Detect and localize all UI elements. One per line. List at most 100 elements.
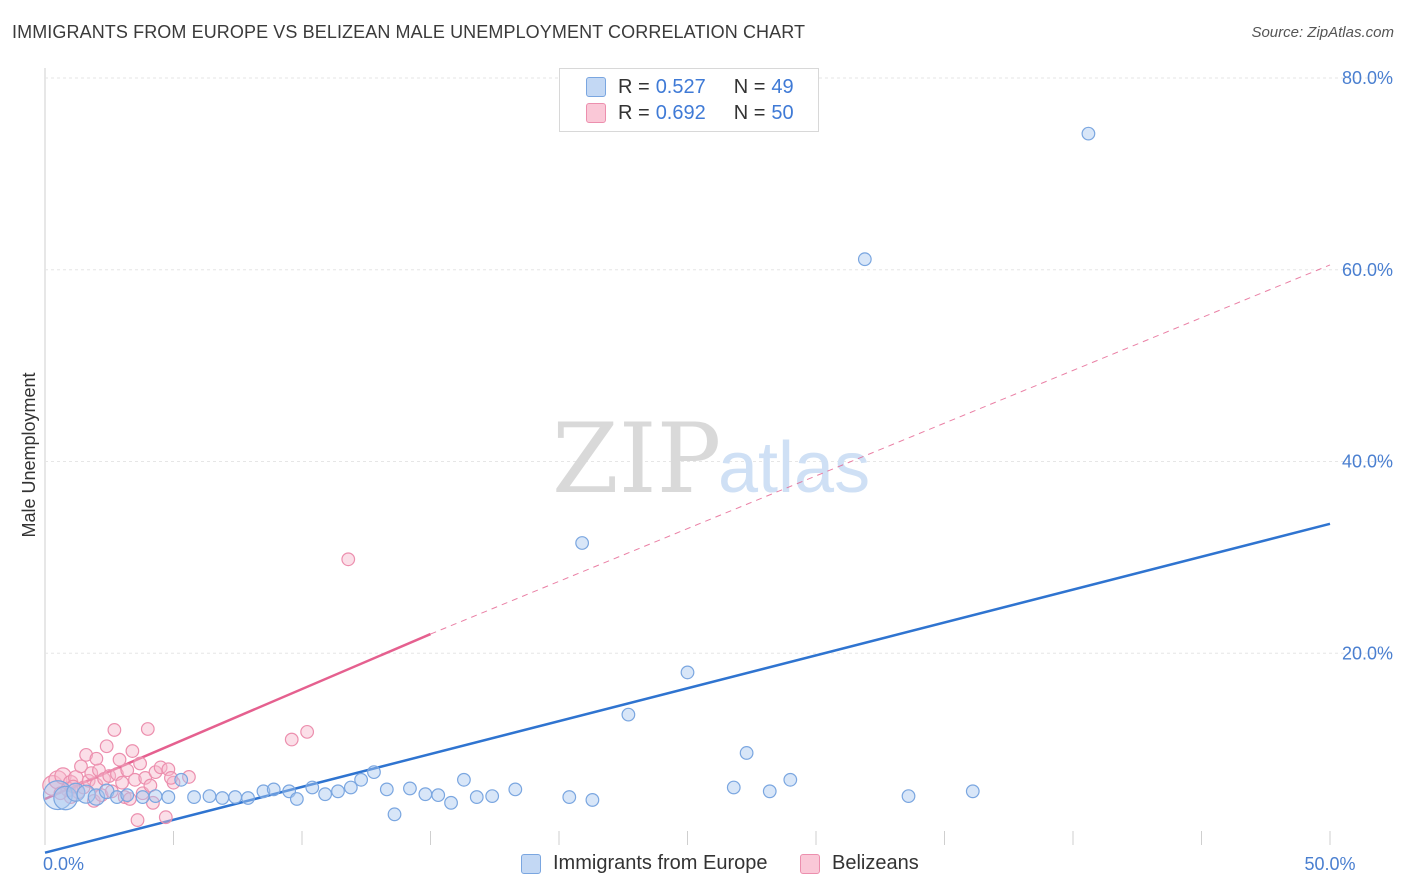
chart-title: IMMIGRANTS FROM EUROPE VS BELIZEAN MALE … [12, 22, 806, 42]
legend-belize: Belizeans [800, 852, 919, 875]
europe-point [110, 790, 124, 804]
legend-europe: Immigrants from Europe [521, 852, 768, 875]
europe-point [485, 789, 500, 804]
europe-point [444, 795, 458, 810]
europe-point [965, 784, 980, 799]
europe-point [562, 790, 577, 804]
europe-point [42, 780, 73, 811]
y-tick-label: 40.0% [1342, 452, 1393, 472]
europe-point [379, 782, 394, 797]
europe-swatch [586, 77, 606, 97]
europe-trend-line [44, 522, 1331, 854]
trend-lines [44, 264, 1331, 854]
europe-point [331, 784, 345, 799]
belize-point [161, 762, 176, 777]
belize-point [125, 744, 140, 758]
belize-point [79, 747, 94, 762]
europe-n-label: N = [733, 75, 766, 98]
belize-point [158, 810, 173, 825]
europe-point [575, 536, 590, 550]
europe-point [508, 782, 523, 797]
europe-point [901, 789, 916, 804]
belize-point [148, 765, 163, 780]
belize-point [84, 766, 99, 780]
watermark: ZIP atlas [552, 403, 870, 515]
europe-point [1081, 126, 1096, 141]
europe-point [241, 791, 255, 805]
europe-point [343, 780, 358, 795]
europe-point [305, 780, 320, 795]
legend-row-europe: R = 0.527 N = 49 [586, 74, 794, 100]
europe-point [762, 784, 777, 799]
europe-r-value: 0.527 [655, 75, 706, 98]
europe-point [202, 789, 217, 804]
europe-point [318, 787, 333, 802]
belize-point [164, 770, 178, 785]
watermark-zip: ZIP [552, 403, 721, 515]
europe-point [354, 772, 369, 787]
y-tick-label: 60.0% [1342, 260, 1393, 280]
belize-point [341, 552, 356, 567]
europe-point [726, 780, 741, 795]
belize-point [300, 724, 315, 739]
belize-point [138, 770, 153, 785]
legend-europe-swatch [521, 853, 541, 874]
europe-point [857, 252, 872, 267]
europe-point [120, 788, 135, 803]
legend-belize-label: Belizeans [832, 852, 919, 874]
europe-point [585, 793, 600, 807]
belize-point [74, 759, 88, 774]
belize-point [112, 752, 127, 767]
europe-point [418, 787, 433, 802]
europe-n-value: 49 [771, 75, 794, 98]
europe-point [161, 790, 176, 804]
source-label: Source: ZipAtlas.com [1251, 24, 1394, 41]
belize-n-label: N = [733, 101, 766, 124]
legend-europe-label: Immigrants from Europe [553, 852, 768, 874]
belize-point [140, 722, 155, 736]
europe-point [266, 782, 281, 797]
europe-point [215, 791, 230, 805]
europe-point [87, 788, 106, 806]
x-tick-label: 0.0% [43, 854, 84, 874]
europe-point [135, 790, 150, 804]
europe-point [367, 765, 381, 780]
belize-point [182, 770, 196, 784]
legend-row-belize: R = 0.692 N = 50 [586, 100, 794, 126]
watermark-atlas: atlas [718, 428, 870, 508]
belize-r-value: 0.692 [655, 101, 706, 124]
europe-point [174, 772, 189, 787]
y-axis-label: Male Unemployment [19, 372, 39, 537]
europe-point [76, 784, 96, 804]
belize-point [120, 763, 135, 778]
belize-trend-extension [430, 264, 1331, 635]
axis-ticks: 20.0% 40.0% 60.0% 80.0% 0.0% 50.0% [43, 68, 1393, 874]
belize-point [89, 751, 104, 766]
europe-point [228, 790, 243, 804]
europe-point [187, 790, 201, 804]
europe-point [403, 781, 417, 796]
belize-point [133, 756, 147, 771]
belize-point [99, 739, 114, 754]
belize-trend-line [44, 632, 431, 801]
europe-point [53, 785, 78, 811]
europe-point [387, 807, 402, 822]
belize-swatch [586, 103, 606, 123]
europe-point [256, 784, 271, 799]
legend-belize-swatch [800, 853, 820, 874]
x-tick-label: 50.0% [1304, 854, 1355, 874]
europe-r-label: R = [618, 75, 650, 98]
correlation-legend: R = 0.527 N = 49 R = 0.692 N = 50 [559, 68, 819, 132]
data-points [42, 126, 1096, 827]
belize-point [130, 813, 145, 827]
belize-point [128, 772, 142, 787]
y-tick-label: 80.0% [1342, 68, 1393, 88]
europe-point [783, 772, 798, 787]
europe-point [289, 792, 304, 806]
europe-point [621, 707, 636, 722]
y-tick-label: 20.0% [1342, 643, 1393, 663]
belize-n-value: 50 [771, 101, 794, 124]
europe-point [457, 772, 471, 787]
europe-point [469, 790, 484, 804]
